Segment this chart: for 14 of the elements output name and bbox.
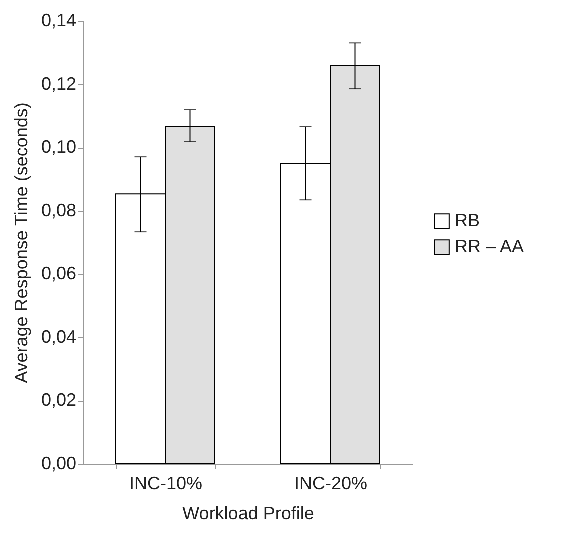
x-axis-title: Workload Profile (182, 504, 314, 524)
x-tick-label: INC-20% (294, 474, 368, 494)
y-tick-label: 0,12 (41, 74, 76, 94)
y-tick-label: 0,04 (41, 326, 76, 347)
y-tick-label: 0,10 (41, 137, 76, 158)
legend-label: RR – AA (455, 236, 524, 256)
y-tick-label: 0,14 (41, 10, 76, 30)
y-tick-label: 0,08 (41, 200, 76, 220)
legend-label: RB (455, 210, 480, 230)
y-axis-title: Average Response Time (seconds) (11, 102, 32, 384)
y-tick-label: 0,06 (41, 264, 76, 284)
y-tick-label: 0,00 (41, 454, 76, 474)
x-tick-label: INC-10% (129, 474, 203, 494)
y-tick-label: 0,02 (41, 390, 76, 410)
